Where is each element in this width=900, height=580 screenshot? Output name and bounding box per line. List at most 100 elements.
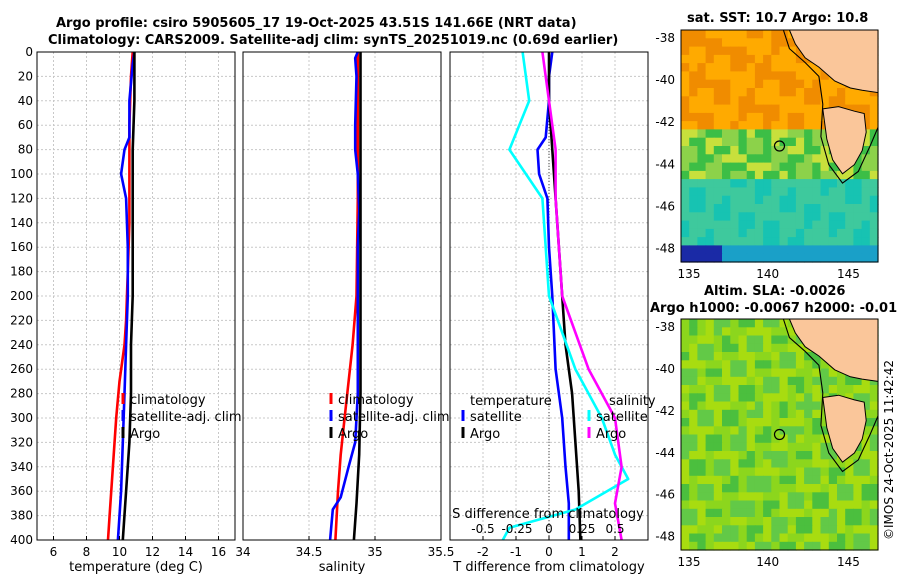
map-cell [795,245,805,255]
map-cell [705,79,715,89]
map-cell [681,492,690,502]
map-cell [869,434,879,444]
map-cell [869,187,879,197]
map-cell [705,360,715,370]
map-cell [795,212,805,222]
map-cell [853,96,863,106]
map-cell [746,533,756,543]
map-cell [812,237,822,246]
x-tick-label: 35.5 [428,545,455,559]
map-cell [837,195,846,205]
map-cell [804,129,813,139]
map-cell [812,204,822,213]
map-cell [869,492,879,502]
map-cell [754,352,764,361]
map-cell [746,121,756,130]
map-cell [779,459,789,469]
map-cell [853,245,863,255]
map-cell [763,525,772,535]
map-cell [713,46,723,56]
map-cell [804,96,813,106]
map-cell [812,146,822,155]
map-cell [730,220,740,230]
map-cell [795,96,805,106]
map-cell [853,393,863,403]
map-cell [730,46,740,56]
map-cell [763,393,772,403]
map-cell [713,187,723,197]
map-cell [730,79,740,89]
map-cell [689,121,698,130]
map-cell [722,121,731,130]
map-cell [837,467,846,477]
map-cell [853,220,863,230]
map-cell [754,508,764,518]
map-cell [746,146,756,155]
map-cell [787,409,797,419]
map-cell [705,517,715,526]
map-cell [689,79,698,89]
map-cell [795,475,805,485]
map-cell [713,253,723,263]
map-cell [705,30,715,39]
map-cell [812,112,822,122]
map-cell [697,360,707,370]
map-cell [746,237,756,246]
map-cell [853,533,863,543]
map-cell [722,88,731,97]
map-cell [837,541,846,551]
map-cell [779,146,789,155]
map-cell [689,492,698,502]
map-cell [730,368,740,378]
map-cell [795,352,805,361]
map-cell [861,426,871,436]
map-cell [730,335,740,345]
map-cell [779,187,789,197]
map-cell [722,204,731,213]
map-cell [771,162,781,172]
map-cell [861,179,871,188]
map-cell [861,451,871,460]
map-cell [812,63,822,72]
map-cell [869,253,879,263]
map-cell [705,104,715,114]
map-cell [722,38,731,48]
map-cell [713,343,723,353]
map-cell [804,500,813,510]
map-cell [845,492,854,502]
map-cell [804,418,813,427]
map-cell [689,517,698,526]
map-cell [738,533,748,543]
map-cell [771,204,781,213]
map-cell [771,63,781,72]
map-cell [705,112,715,122]
map-cell [828,79,838,89]
map-cell [722,327,731,337]
map-cell [722,112,731,122]
map-cell [730,376,740,386]
map-cell [787,88,797,97]
map-cell [754,137,764,147]
map-cell [681,418,690,427]
map-cell [869,393,879,403]
map-cell [705,245,715,255]
legend-label: Argo [338,427,368,442]
map-cell [771,71,781,81]
map-cell [795,343,805,353]
x-axis-label: temperature (deg C) [69,560,203,575]
map-cell [746,426,756,436]
map-cell [820,508,830,518]
map-cell [763,228,772,238]
map-x-tick-label: 135 [678,555,701,569]
map-cell [812,137,822,147]
map-cell [705,38,715,48]
map-cell [787,129,797,139]
y-tick-label: 40 [18,94,33,108]
x-tick-label: 34 [235,545,250,559]
map-cell [689,170,698,180]
map-cell [779,228,789,238]
map-cell [763,253,772,263]
map-cell [713,319,723,328]
map-cell [738,343,748,353]
map-cell [746,220,756,230]
